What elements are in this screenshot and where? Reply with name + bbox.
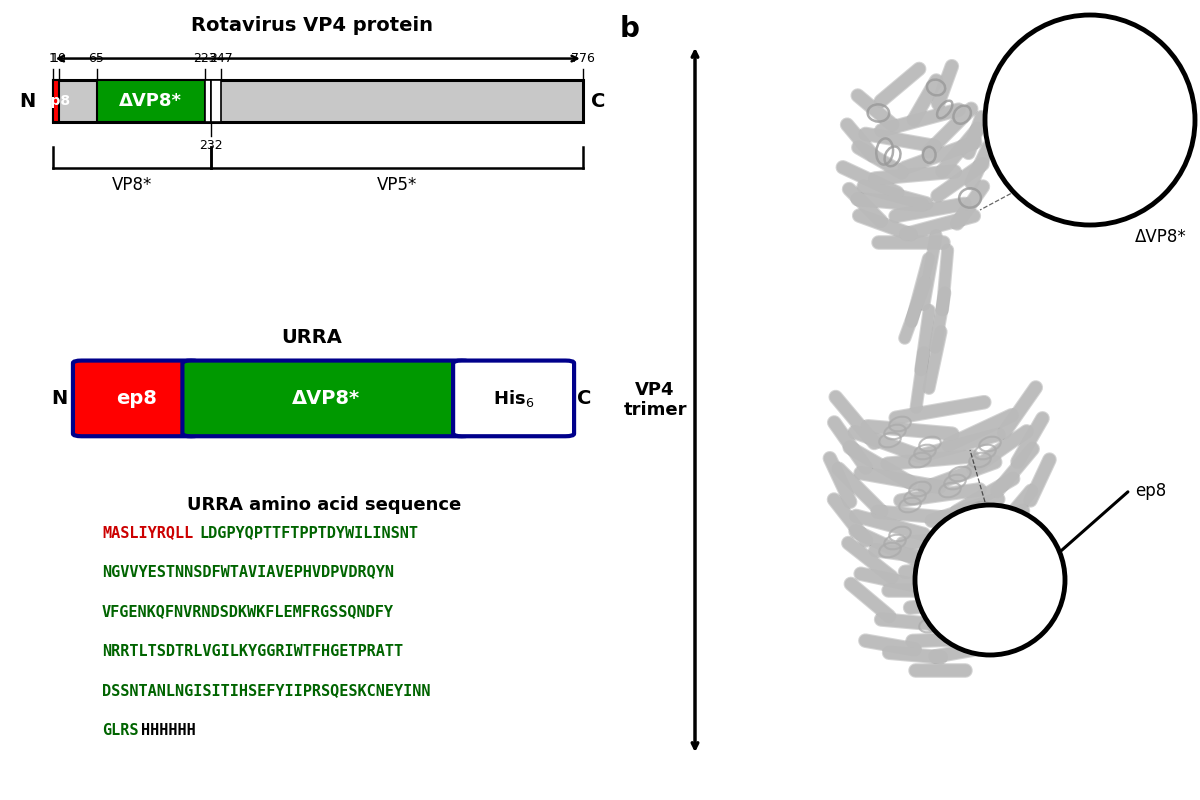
Text: Rotavirus VP4 protein: Rotavirus VP4 protein: [191, 16, 433, 35]
Bar: [204, 80, 211, 122]
Text: ΔVP8*: ΔVP8*: [1135, 228, 1187, 246]
Text: 232: 232: [199, 139, 222, 152]
Bar: [211, 80, 221, 122]
Text: ep8: ep8: [1135, 482, 1166, 500]
Text: N: N: [19, 92, 36, 110]
Text: URRA amino acid sequence: URRA amino acid sequence: [187, 496, 461, 514]
FancyBboxPatch shape: [182, 361, 470, 436]
Text: VP8*: VP8*: [112, 176, 152, 194]
Text: ep8: ep8: [41, 94, 71, 108]
Text: GLRS: GLRS: [102, 722, 138, 738]
Text: 65: 65: [89, 52, 104, 65]
Text: ΔVP8*: ΔVP8*: [293, 389, 360, 408]
Text: C: C: [592, 92, 606, 110]
FancyBboxPatch shape: [73, 361, 199, 436]
Text: 1: 1: [49, 52, 56, 65]
Bar: [53, 80, 583, 122]
Bar: [53, 80, 59, 122]
Text: DSSNTANLNGISITIHSEFYIIPRSQESKCNEYINN: DSSNTANLNGISITIHSEFYIIPRSQESKCNEYINN: [102, 683, 431, 698]
Circle shape: [916, 505, 1066, 655]
Bar: [96, 80, 204, 122]
Text: MASLIYRQLL: MASLIYRQLL: [102, 525, 193, 540]
Text: VP4
trimer: VP4 trimer: [623, 381, 686, 419]
Text: URRA: URRA: [282, 328, 342, 347]
Text: 247: 247: [209, 52, 233, 65]
Text: NRRTLTSDTRLVGILKYGGRIWTFHGETPRATT: NRRTLTSDTRLVGILKYGGRIWTFHGETPRATT: [102, 643, 403, 658]
Text: 776: 776: [571, 52, 595, 65]
Text: LDGPYQPTTFTPPTDYWILINSNT: LDGPYQPTTFTPPTDYWILINSNT: [199, 525, 419, 540]
Text: ΔVP8*: ΔVP8*: [119, 92, 182, 110]
FancyBboxPatch shape: [454, 361, 574, 436]
Text: VP5*: VP5*: [377, 176, 416, 194]
Text: 10: 10: [52, 52, 67, 65]
Text: N: N: [50, 389, 67, 408]
Text: b: b: [620, 15, 640, 43]
Circle shape: [985, 15, 1195, 225]
Text: C: C: [577, 389, 592, 408]
Text: His$_6$: His$_6$: [493, 388, 534, 409]
Text: VFGENKQFNVRNDSDKWKFLEMFRGSSQNDFY: VFGENKQFNVRNDSDKWKFLEMFRGSSQNDFY: [102, 604, 394, 619]
Text: HHHHHH: HHHHHH: [142, 722, 196, 738]
Text: 223: 223: [193, 52, 216, 65]
Text: ep8: ep8: [116, 389, 157, 408]
Text: NGVVYESTNNSDFWTAVIAVEPHVDPVDRQYN: NGVVYESTNNSDFWTAVIAVEPHVDPVDRQYN: [102, 565, 394, 579]
